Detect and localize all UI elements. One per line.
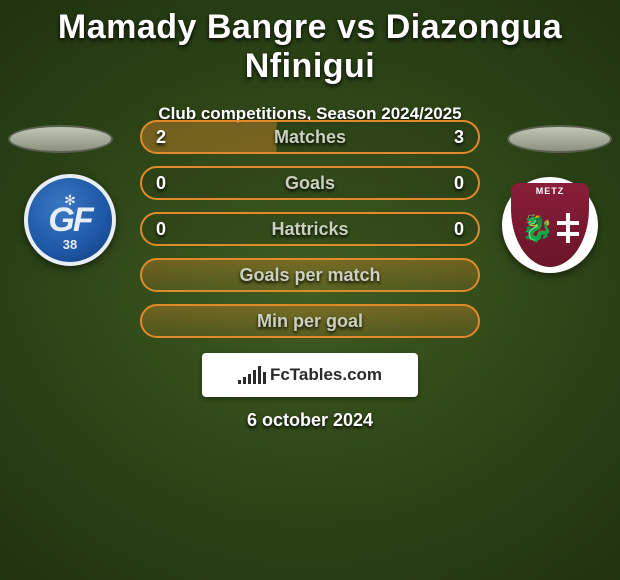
stat-row: 0 Goals 0 xyxy=(140,166,480,200)
stat-right-value: 0 xyxy=(454,219,464,240)
bar-icon-segment xyxy=(248,374,251,384)
infographic: Mamady Bangre vs Diazongua Nfinigui Club… xyxy=(0,0,620,580)
stat-left-value: 0 xyxy=(156,219,166,240)
stat-row: Goals per match xyxy=(140,258,480,292)
dragon-icon: 🐉 xyxy=(521,213,553,244)
stat-rows: 2 Matches 3 0 Goals 0 0 Hattricks 0 Goals per mat… xyxy=(140,120,480,350)
club-badge-right: METZ 🐉 xyxy=(500,175,600,275)
bars-icon xyxy=(238,366,266,384)
brand-box: FcTables.com xyxy=(202,353,418,397)
player-left-oval xyxy=(8,125,113,153)
date-text: 6 october 2024 xyxy=(0,410,620,431)
bar-icon-segment xyxy=(258,366,261,384)
grenoble-badge: ✻ GF 38 xyxy=(24,174,116,266)
stat-label: Matches xyxy=(274,127,346,148)
stat-left-value: 2 xyxy=(156,127,166,148)
stat-right-value: 0 xyxy=(454,173,464,194)
club-badge-left: ✻ GF 38 xyxy=(20,170,120,270)
stat-left-value: 0 xyxy=(156,173,166,194)
stat-row: 0 Hattricks 0 xyxy=(140,212,480,246)
snowflake-icon: ✻ xyxy=(64,192,76,209)
bar-icon-segment xyxy=(263,372,266,384)
badge-right-top: METZ xyxy=(536,186,565,196)
metz-shield: METZ 🐉 xyxy=(511,183,589,267)
badge-left-bottom: 38 xyxy=(63,237,77,252)
brand-text: FcTables.com xyxy=(270,365,382,385)
stat-label: Goals per match xyxy=(239,265,380,286)
page-title: Mamady Bangre vs Diazongua Nfinigui xyxy=(0,0,620,86)
stat-right-value: 3 xyxy=(454,127,464,148)
stat-row: Min per goal xyxy=(140,304,480,338)
metz-badge: METZ 🐉 xyxy=(502,177,598,273)
bar-icon-segment xyxy=(238,380,241,384)
bar-icon-segment xyxy=(243,377,246,384)
stat-label: Hattricks xyxy=(271,219,348,240)
stat-label: Goals xyxy=(285,173,335,194)
bar-icon-segment xyxy=(253,370,256,384)
stat-label: Min per goal xyxy=(257,311,363,332)
lorraine-cross-icon xyxy=(557,213,579,243)
stat-row: 2 Matches 3 xyxy=(140,120,480,154)
player-right-oval xyxy=(507,125,612,153)
